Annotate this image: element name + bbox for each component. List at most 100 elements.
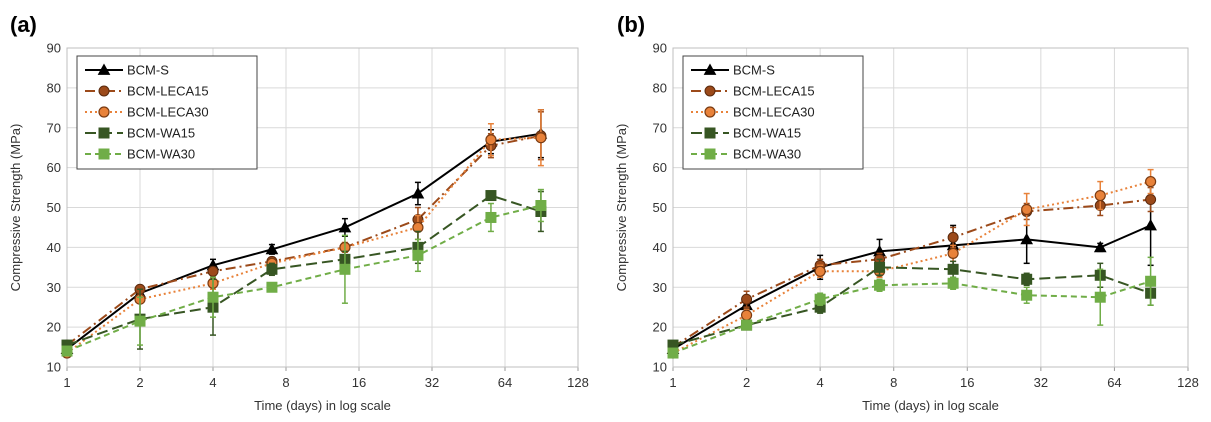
legend-label: BCM-WA30 (733, 147, 801, 162)
x-tick-label: 1 (63, 375, 70, 390)
y-tick-label: 50 (653, 200, 667, 215)
data-point (207, 265, 219, 277)
x-tick-label: 128 (1177, 375, 1199, 390)
y-tick-label: 80 (47, 80, 61, 95)
x-tick-label: 64 (498, 375, 512, 390)
data-point (740, 309, 753, 321)
data-point (61, 345, 73, 357)
y-tick-label: 50 (47, 200, 61, 215)
series-line (672, 280, 1151, 354)
series-line (672, 266, 1151, 347)
data-point (1093, 240, 1107, 253)
legend-marker (98, 127, 110, 139)
x-tick-label: 128 (567, 375, 589, 390)
y-tick-label: 20 (653, 320, 667, 335)
data-point (134, 315, 146, 327)
x-tick-label: 8 (282, 375, 289, 390)
x-tick-label: 64 (1107, 375, 1121, 390)
y-tick-label: 70 (653, 120, 667, 135)
x-tick-label: 4 (209, 375, 216, 390)
data-point (1145, 194, 1157, 206)
series-line (66, 132, 542, 350)
legend-marker (703, 63, 717, 75)
data-point (874, 279, 886, 291)
y-tick-label: 30 (653, 280, 667, 295)
data-point (814, 293, 826, 305)
panel-a: (a) 10 20 30 40 50 60 70 80 90 1 2 4 8 16 32 64 128 Time (… (8, 12, 589, 413)
legend-label: BCM-LECA30 (733, 105, 815, 120)
x-tick-label: 8 (890, 375, 897, 390)
x-axis-title: Time (days) in log scale (862, 398, 999, 413)
y-tick-label: 70 (47, 120, 61, 135)
panel-label: (b) (617, 12, 645, 37)
legend-marker (98, 106, 110, 118)
data-point (1094, 189, 1106, 202)
x-tick-label: 2 (743, 375, 750, 390)
legend-marker (704, 127, 716, 139)
data-point (535, 200, 547, 212)
legend-label: BCM-WA30 (127, 147, 195, 162)
legend-marker (704, 148, 716, 160)
y-tick-label: 80 (653, 80, 667, 95)
series-bcm-wa15 (667, 258, 1157, 351)
data-point (1094, 291, 1106, 303)
data-point (485, 134, 497, 146)
x-tick-label: 4 (817, 375, 824, 390)
data-point (266, 263, 278, 275)
legend-label: BCM-S (127, 63, 169, 78)
y-tick-label: 40 (47, 240, 61, 255)
data-point (814, 265, 826, 277)
x-tick-label: 2 (136, 375, 143, 390)
y-axis-title: Compressive Strength (MPa) (614, 124, 629, 292)
y-tick-label: 90 (47, 41, 61, 56)
x-tick-label: 32 (1034, 375, 1048, 390)
data-point (207, 291, 219, 303)
legend-marker (97, 63, 111, 75)
data-point (535, 132, 547, 144)
y-axis-title: Compressive Strength (MPa) (8, 124, 23, 292)
legend-marker (98, 148, 110, 160)
y-tick-label: 60 (47, 160, 61, 175)
panel-b: (b) 10 20 30 40 50 60 70 80 90 1 2 4 8 16 32 64 128 Time (… (614, 12, 1199, 413)
data-point (266, 281, 278, 293)
series-bcm-wa30 (667, 256, 1157, 359)
data-point (947, 231, 959, 243)
series-line (672, 180, 1151, 354)
x-tick-label: 16 (352, 375, 366, 390)
data-point (1021, 289, 1033, 301)
legend-label: BCM-LECA30 (127, 105, 209, 120)
data-point (1021, 203, 1033, 216)
data-point (1020, 232, 1034, 245)
data-point (1144, 218, 1157, 231)
data-point (1021, 273, 1033, 285)
series-line (66, 204, 542, 353)
legend-marker (98, 85, 110, 97)
data-point (338, 220, 352, 233)
series-line (672, 198, 1151, 348)
legend-marker (704, 85, 716, 97)
legend-label: BCM-LECA15 (127, 84, 209, 99)
data-point (947, 247, 959, 259)
y-tick-label: 10 (653, 360, 667, 375)
legend-label: BCM-WA15 (733, 126, 801, 141)
legend-label: BCM-LECA15 (733, 84, 815, 99)
data-point (741, 293, 753, 305)
y-tick-label: 40 (653, 240, 667, 255)
x-axis-title: Time (days) in log scale (254, 398, 391, 413)
plot-area (672, 47, 1189, 368)
data-point (874, 261, 886, 273)
legend-label: BCM-WA15 (127, 126, 195, 141)
series-bcm-wa30 (61, 188, 547, 357)
data-point (947, 277, 959, 289)
data-point (667, 347, 679, 359)
legend-marker (704, 106, 716, 118)
plot-area (66, 47, 579, 368)
x-tick-label: 16 (960, 375, 974, 390)
x-tick-label: 1 (669, 375, 676, 390)
data-point (265, 242, 279, 255)
panel-label: (a) (10, 12, 37, 37)
data-point (412, 249, 424, 261)
data-point (339, 263, 351, 275)
data-point (485, 211, 497, 223)
